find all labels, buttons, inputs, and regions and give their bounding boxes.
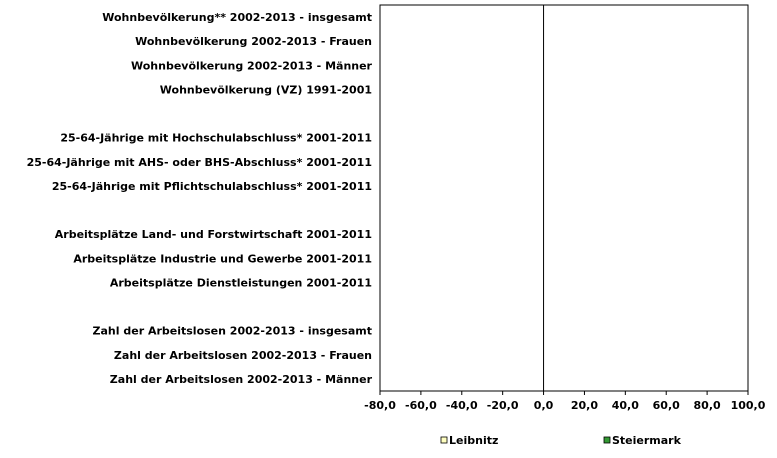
x-tick-label: -20,0 — [487, 399, 519, 412]
category-label: Wohnbevölkerung 2002-2013 - Frauen — [135, 35, 372, 48]
category-label: Wohnbevölkerung (VZ) 1991-2001 — [160, 83, 372, 96]
legend-swatch-steiermark — [603, 436, 611, 444]
category-label: 25-64-Jährige mit Hochschulabschluss* 20… — [60, 132, 372, 145]
x-tick-label: 40,0 — [612, 399, 639, 412]
category-label: Arbeitsplätze Industrie und Gewerbe 2001… — [73, 252, 372, 265]
category-label: Arbeitsplätze Dienstleistungen 2001-2011 — [110, 276, 372, 289]
x-tick-label: -40,0 — [446, 399, 478, 412]
category-label: Zahl der Arbeitslosen 2002-2013 - Männer — [110, 373, 373, 386]
category-label: Wohnbevölkerung** 2002-2013 - insgesamt — [102, 11, 372, 24]
x-tick-label: 80,0 — [694, 399, 721, 412]
x-tick-label: 20,0 — [571, 399, 598, 412]
legend-swatch-leibnitz — [440, 436, 448, 444]
category-labels: Wohnbevölkerung** 2002-2013 - insgesamt W… — [27, 11, 373, 386]
category-label: Zahl der Arbeitslosen 2002-2013 - insges… — [93, 325, 372, 338]
x-tick-labels: -80,0 -60,0 -40,0 -20,0 0,0 20,0 40,0 60,0 80,0 1… — [364, 399, 766, 412]
axes — [379, 4, 749, 395]
legend: Leibnitz Steiermark — [440, 434, 682, 447]
x-tick-label: -60,0 — [405, 399, 437, 412]
category-label: Wohnbevölkerung 2002-2013 - Männer — [131, 59, 373, 72]
x-tick-label: -80,0 — [364, 399, 396, 412]
legend-label-steiermark: Steiermark — [612, 434, 682, 447]
category-label: Arbeitsplätze Land- und Forstwirtschaft … — [55, 228, 372, 241]
legend-label-leibnitz: Leibnitz — [449, 434, 498, 447]
plot-frame — [379, 4, 749, 392]
category-label: 25-64-Jährige mit AHS- oder BHS-Abschlus… — [27, 156, 372, 169]
x-tick-label: 0,0 — [534, 399, 554, 412]
x-tick-label: 60,0 — [653, 399, 680, 412]
x-tick-label: 100,0 — [731, 399, 766, 412]
category-label: 25-64-Jährige mit Pflichtschulabschluss*… — [52, 180, 372, 193]
category-label: Zahl der Arbeitslosen 2002-2013 - Frauen — [114, 349, 372, 362]
